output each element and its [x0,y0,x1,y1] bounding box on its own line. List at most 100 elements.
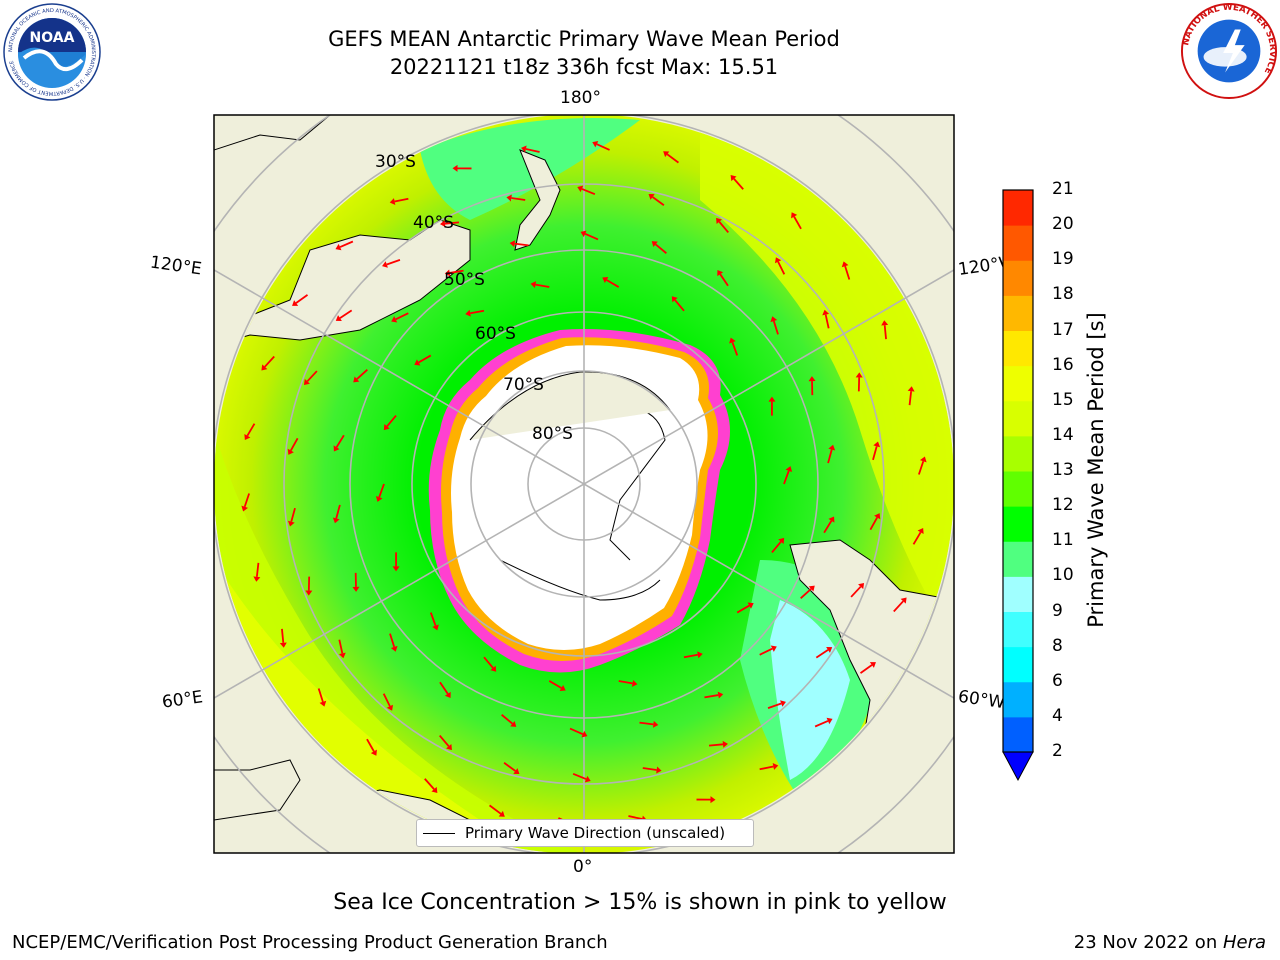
wave-arrow-head [244,433,251,441]
wave-arrow-head [287,448,294,455]
colorbar-tick-label: 2 [1052,741,1063,761]
wave-arrow-head [778,537,785,544]
colorbar-segment [1003,681,1033,718]
wave-arrow-shaft [386,259,401,266]
colorbar-segment [1003,400,1033,437]
lon-label-0: 0° [573,857,593,877]
wave-arrow-head [770,645,777,652]
wave-arrow-head [498,810,505,817]
wave-arrow-shaft [793,216,802,230]
wave-arrow-head [292,300,299,306]
wave-arrow-head [510,720,517,727]
footer-credit: NCEP/EMC/Verification Post Processing Pr… [12,932,608,953]
colorbar-tick-label: 6 [1052,670,1063,691]
wave-arrow-head [648,194,655,200]
wave-arrow-shaft [395,312,409,321]
wave-arrow-shaft [366,738,375,752]
wave-arrow-shaft [281,628,285,643]
wave-arrow-shaft [718,221,729,234]
wave-arrow-shaft [243,493,250,508]
wave-arrow-head [652,720,659,728]
colorbar-segment [1003,260,1033,296]
wave-arrow-head [581,730,588,738]
wave-arrow-head [631,679,638,687]
wave-arrow-head [697,651,703,659]
colorbar-segment [1003,190,1033,226]
colorbar-tick-label: 12 [1052,495,1074,516]
wave-arrow-head [772,763,779,770]
legend-line-icon [423,832,455,834]
footer-date-text: 23 Nov 2022 on [1073,932,1223,953]
wave-arrow-shaft [525,148,540,153]
wave-arrow-shaft [295,294,309,304]
colorbar-segment [1003,295,1033,331]
wave-arrow-shaft [759,647,773,656]
lon-label-180: 180° [560,88,601,108]
wave-arrow-shaft [596,143,610,151]
wave-arrow-head [414,359,421,366]
wave-arrow-shaft [483,656,494,669]
noaa-logo: NOAA NATIONAL OCEANIC AND ATMOSPHERIC AD… [3,3,101,101]
footer-host: Hera [1222,932,1266,953]
wave-arrow-head [858,583,865,590]
wave-arrow-head [841,261,849,268]
wave-arrow-shaft [883,325,887,340]
wave-arrow-head [716,217,722,224]
wave-arrow-shaft [339,240,354,248]
wave-arrow-head [780,700,786,707]
lat-label-70s: 70°S [503,375,544,395]
wave-arrow-shaft [548,680,562,689]
wave-arrow-shaft [424,778,435,790]
wave-arrow-head [287,520,295,527]
wave-arrow-shaft [850,586,862,598]
wave-arrow-shaft [759,765,774,771]
wave-arrow-shaft [449,269,464,274]
colorbar-tick-label: 15 [1052,389,1074,410]
wave-arrow-shaft [708,743,724,747]
colorbar-tick-label: 19 [1052,249,1074,270]
wave-arrow-shaft [418,354,432,364]
wave-arrow-head [490,665,497,672]
wave-arrow-shaft [503,762,516,772]
wave-arrow-head [651,241,658,248]
wave-arrow-head [770,316,778,323]
wave-arrow-shaft [444,221,460,225]
wave-arrow-shaft [335,434,345,448]
wave-arrow-shaft [628,815,643,820]
wave-arrow-shaft [869,517,878,531]
colorbar-tick-label: 9 [1052,600,1063,621]
wave-arrow-shaft [777,261,786,275]
wave-arrow-head [808,585,815,592]
wave-arrow-shaft [439,681,449,695]
wave-arrow-head [332,517,340,524]
wave-arrow-shaft [511,197,526,201]
nws-logo: NATIONAL WEATHER SERVICE [1180,3,1277,100]
wave-arrow-shaft [290,507,296,522]
wave-arrow-head [729,337,736,344]
wave-arrow-shaft [772,320,779,335]
colorbar-label: Primary Wave Mean Period [s] [1084,312,1108,628]
wave-arrow-shaft [683,653,698,659]
wave-arrow-shaft [800,588,812,600]
wave-arrow-shaft [912,531,922,545]
svg-text:NOAA: NOAA [30,30,75,46]
colorbar-tick-label: 13 [1052,460,1074,480]
wave-arrow-shaft [569,727,584,735]
wave-arrow-shaft [674,299,685,312]
wave-arrow-head [881,320,889,326]
wave-arrow-head [919,456,927,463]
wave-arrow-shaft [356,368,368,380]
colorbar-tick-label: 17 [1052,319,1074,340]
wave-arrow-shaft [893,600,904,613]
wave-arrow-head [791,212,798,219]
colorbar-segment [1003,646,1033,683]
colorbar-segment [1003,611,1033,648]
wave-arrow-shaft [908,391,913,406]
wave-arrow-shaft [581,188,596,196]
wave-arrow-head [444,269,451,277]
lat-label-60s: 60°S [475,324,516,344]
wave-arrow-head [279,642,287,648]
wave-arrow-head [808,376,816,382]
wave-arrow-head [513,768,520,774]
